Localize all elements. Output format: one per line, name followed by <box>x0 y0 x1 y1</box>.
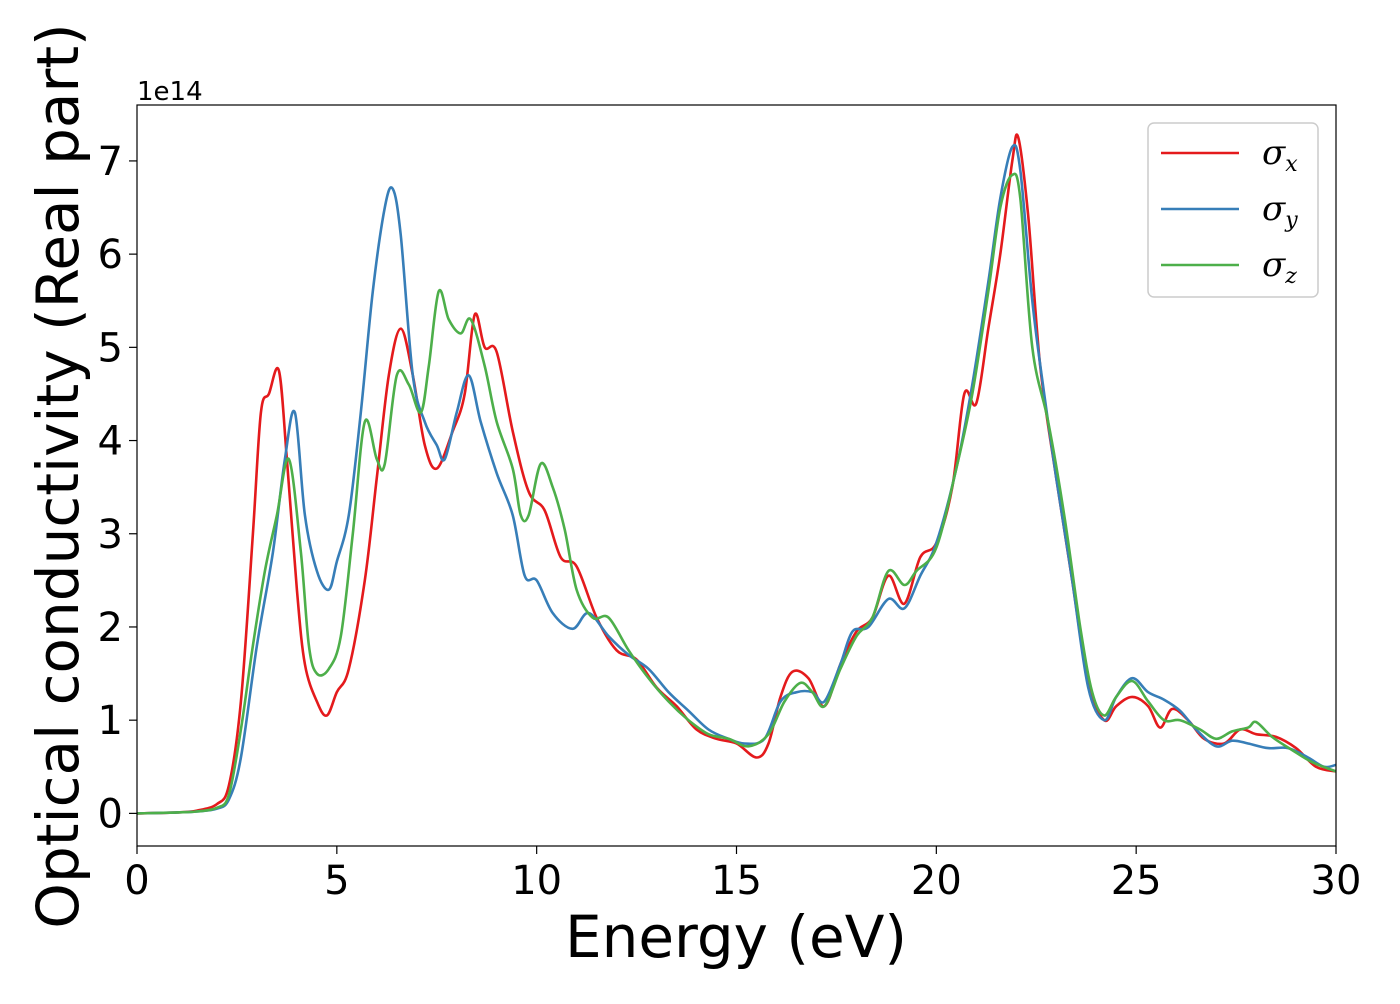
x-tick-label: 5 <box>324 858 349 904</box>
y-tick-label: 4 <box>98 419 123 465</box>
legend: σx σy σz <box>1147 122 1319 298</box>
y-axis: 0 1 2 3 4 5 6 7 <box>98 139 137 837</box>
series-lines <box>136 133 1337 815</box>
y-tick-label: 6 <box>98 232 123 278</box>
x-axis: 0 5 10 15 20 25 30 <box>124 846 1361 904</box>
x-tick-label: 20 <box>911 858 962 904</box>
x-tick-label: 30 <box>1311 858 1362 904</box>
legend-label-x: σx <box>1262 133 1298 177</box>
y-tick-label: 0 <box>98 791 123 837</box>
series-line-x <box>136 133 1337 815</box>
y-tick-label: 1 <box>98 698 123 744</box>
y-tick-label: 5 <box>98 325 123 371</box>
y-tick-label: 7 <box>98 139 123 185</box>
legend-label-y: σy <box>1262 189 1298 233</box>
series-line-y <box>136 143 1337 815</box>
x-tick-label: 10 <box>511 858 562 904</box>
y-tick-label: 3 <box>98 512 123 558</box>
x-tick-label: 15 <box>711 858 762 904</box>
x-tick-label: 0 <box>124 858 149 904</box>
series-line-z <box>136 172 1337 815</box>
x-tick-label: 25 <box>1111 858 1162 904</box>
y-offset-label: 1e14 <box>137 77 203 107</box>
x-axis-title: Energy (eV) <box>565 903 907 971</box>
legend-label-z: σz <box>1262 245 1297 289</box>
y-axis-title: Optical conductivity (Real part) <box>24 23 92 928</box>
y-tick-label: 2 <box>98 605 123 651</box>
